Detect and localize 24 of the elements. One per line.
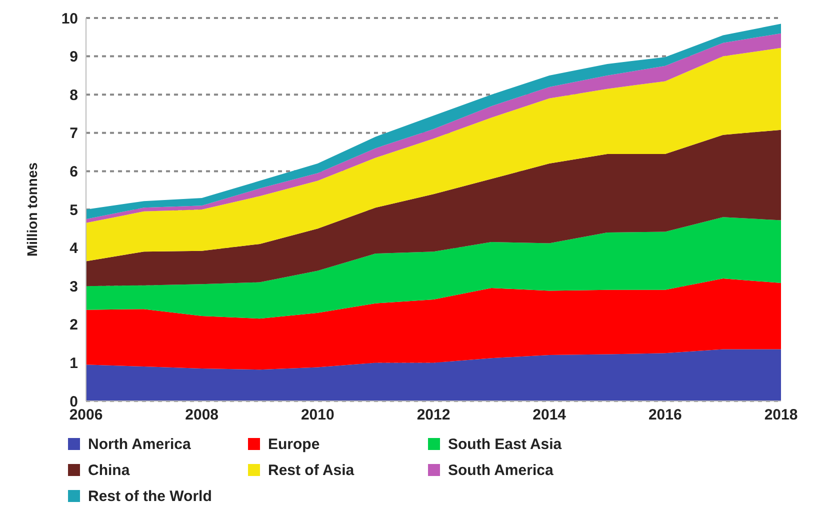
- y-axis-title: Million tonnes: [24, 162, 40, 257]
- x-tick-label: 2008: [185, 406, 219, 424]
- y-tick-label: 6: [70, 164, 78, 181]
- legend-label: Europe: [268, 436, 320, 452]
- x-tick-label: 2012: [416, 406, 450, 424]
- x-tick-label: 2016: [648, 406, 682, 424]
- legend-label: Rest of the World: [88, 488, 212, 504]
- legend-label: China: [88, 462, 130, 478]
- legend-label: North America: [88, 436, 191, 452]
- x-tick-label: 2010: [300, 406, 334, 424]
- legend-label: Rest of Asia: [268, 462, 354, 478]
- y-tick-label: 7: [70, 125, 78, 142]
- y-tick-label: 4: [70, 240, 79, 258]
- x-tick-label: 2018: [764, 406, 798, 424]
- y-tick-label: 3: [70, 278, 78, 296]
- x-tick-label: 2014: [532, 406, 567, 424]
- y-tick-label: 10: [61, 10, 78, 28]
- y-tick-label: 2: [70, 316, 78, 334]
- y-tick-label: 5: [70, 202, 78, 219]
- y-tick-label: 1: [70, 355, 78, 372]
- y-tick-label: 8: [70, 86, 78, 104]
- legend-label: South America: [448, 462, 554, 478]
- y-tick-label: 9: [70, 48, 78, 66]
- legend-label: South East Asia: [448, 436, 562, 452]
